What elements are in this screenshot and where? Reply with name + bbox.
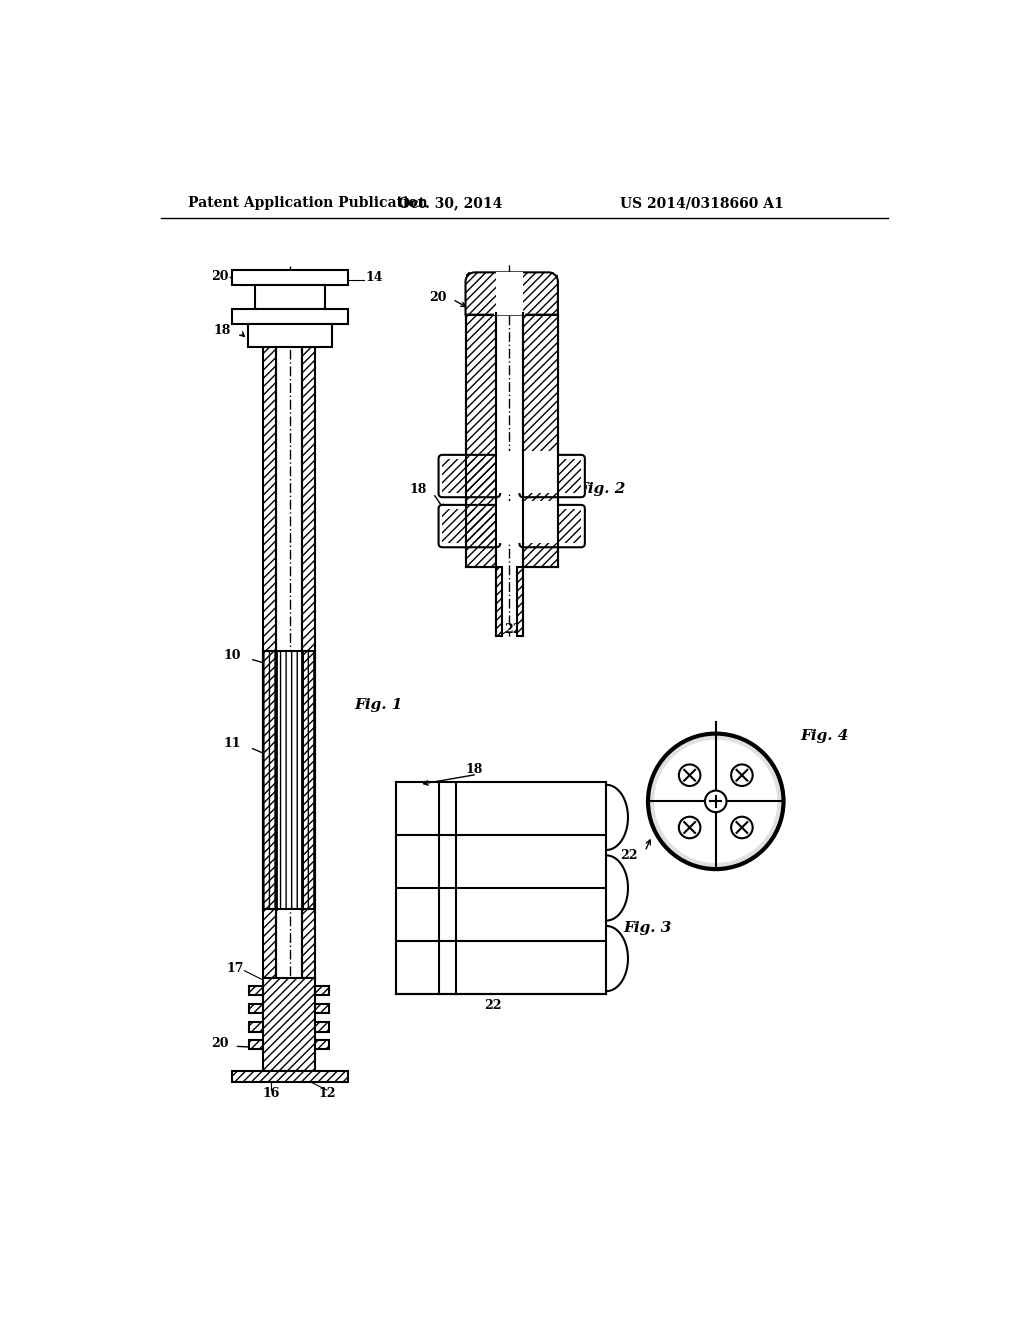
Bar <box>315 1003 330 1014</box>
Bar <box>497 451 527 494</box>
Text: Fig. 4: Fig. 4 <box>801 729 849 743</box>
Bar <box>301 651 315 909</box>
Bar <box>466 272 558 314</box>
Bar <box>315 1022 330 1032</box>
Bar <box>263 651 276 909</box>
Text: 20: 20 <box>212 269 229 282</box>
Bar <box>232 271 348 285</box>
Text: Fig. 1: Fig. 1 <box>354 698 402 711</box>
Circle shape <box>648 734 783 869</box>
Bar <box>232 1071 348 1082</box>
Bar <box>263 347 276 978</box>
Bar <box>232 309 348 323</box>
Text: 12: 12 <box>318 1088 336 1101</box>
Text: 16: 16 <box>262 1088 280 1101</box>
Circle shape <box>679 817 700 838</box>
Text: 22: 22 <box>620 849 637 862</box>
Text: 22: 22 <box>504 623 521 636</box>
Bar <box>497 566 503 636</box>
Bar <box>523 459 581 494</box>
Bar <box>248 323 333 347</box>
Bar <box>263 978 315 1071</box>
Text: Fig. 3: Fig. 3 <box>624 921 672 936</box>
Bar <box>315 986 330 995</box>
Bar <box>249 1040 263 1049</box>
Bar <box>301 347 315 978</box>
Bar <box>523 314 558 566</box>
Circle shape <box>654 739 777 863</box>
Bar <box>249 1022 263 1032</box>
Bar <box>315 1040 330 1049</box>
Circle shape <box>731 817 753 838</box>
FancyBboxPatch shape <box>438 455 500 498</box>
Text: 18: 18 <box>213 323 230 337</box>
Bar <box>301 347 315 978</box>
Bar <box>263 651 315 909</box>
Bar <box>263 347 276 978</box>
Text: 20: 20 <box>212 1038 229 1051</box>
Text: 11: 11 <box>223 737 241 750</box>
Bar <box>517 566 523 636</box>
Bar <box>523 451 558 494</box>
Bar <box>315 986 330 995</box>
Bar <box>249 1022 263 1032</box>
Bar <box>249 1003 263 1014</box>
Text: 18: 18 <box>410 483 427 496</box>
Polygon shape <box>466 272 558 314</box>
Bar <box>517 566 523 636</box>
Bar <box>523 508 581 544</box>
Bar <box>263 651 315 909</box>
Bar <box>315 1003 330 1014</box>
FancyBboxPatch shape <box>519 455 585 498</box>
Text: 18: 18 <box>466 763 483 776</box>
Bar <box>249 1040 263 1049</box>
Bar <box>442 459 497 494</box>
FancyBboxPatch shape <box>438 506 500 548</box>
Bar <box>263 978 315 1071</box>
Bar <box>232 1071 348 1082</box>
Bar <box>466 314 497 566</box>
Bar <box>466 314 497 566</box>
Circle shape <box>679 764 700 785</box>
Bar <box>497 502 527 544</box>
Text: 20: 20 <box>429 290 446 304</box>
Bar <box>249 986 263 995</box>
Text: Fig. 2: Fig. 2 <box>578 483 626 496</box>
Bar <box>249 1003 263 1014</box>
Bar <box>523 314 558 566</box>
FancyBboxPatch shape <box>519 506 585 548</box>
Circle shape <box>731 764 753 785</box>
Bar <box>497 272 523 314</box>
Bar <box>315 1040 330 1049</box>
Text: 22: 22 <box>483 999 501 1012</box>
Text: Patent Application Publication: Patent Application Publication <box>188 197 428 210</box>
Circle shape <box>705 791 727 812</box>
Bar <box>442 508 497 544</box>
Text: 14: 14 <box>366 271 383 284</box>
Bar <box>255 285 325 309</box>
Text: 17: 17 <box>226 962 244 975</box>
Text: US 2014/0318660 A1: US 2014/0318660 A1 <box>620 197 783 210</box>
Bar <box>523 502 558 544</box>
Bar <box>497 566 503 636</box>
Text: 10: 10 <box>223 648 241 661</box>
Bar <box>315 1022 330 1032</box>
Bar <box>249 986 263 995</box>
Text: Oct. 30, 2014: Oct. 30, 2014 <box>398 197 503 210</box>
